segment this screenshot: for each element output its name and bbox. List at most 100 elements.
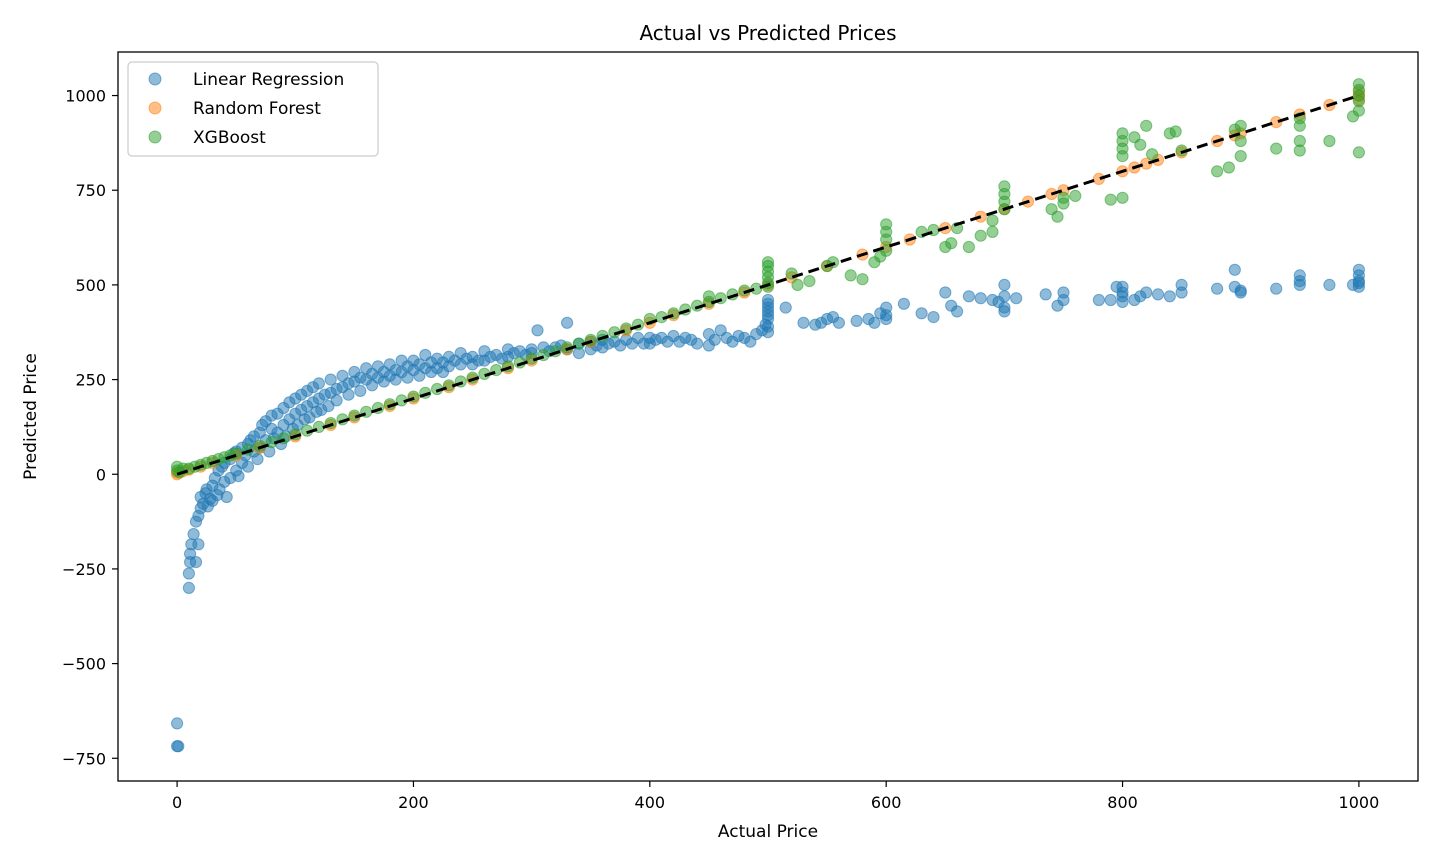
data-point <box>324 373 337 386</box>
data-point <box>915 307 928 320</box>
x-tick-label: 1000 <box>1339 793 1380 812</box>
x-axis: 0 200 400 600 800 1000 <box>172 781 1379 812</box>
data-point <box>1051 210 1064 223</box>
data-point <box>1352 146 1366 159</box>
data-point <box>779 301 792 314</box>
data-point <box>750 282 763 295</box>
y-tick-label: 0 <box>96 465 106 484</box>
data-point <box>880 301 893 314</box>
data-point <box>856 273 869 286</box>
legend-marker <box>148 101 162 115</box>
data-point <box>1140 119 1153 132</box>
y-tick-label: −750 <box>62 749 106 768</box>
legend: Linear Regression Random Forest XGBoost <box>127 61 379 157</box>
points-layer <box>171 78 1366 753</box>
data-point <box>945 237 958 250</box>
data-point <box>220 490 233 504</box>
data-point <box>761 293 775 307</box>
x-tick-label: 0 <box>172 793 182 812</box>
data-point <box>187 528 200 541</box>
data-point <box>182 581 195 595</box>
data-point <box>708 333 721 346</box>
data-point <box>998 305 1011 318</box>
data-point <box>312 377 325 390</box>
data-point <box>1270 282 1283 295</box>
data-point <box>251 453 264 466</box>
data-point <box>974 292 987 305</box>
data-point <box>691 337 704 350</box>
y-axis-label: Predicted Price <box>21 353 41 480</box>
data-point <box>1134 138 1147 151</box>
data-point <box>1228 263 1241 276</box>
data-point <box>844 269 857 282</box>
data-point <box>1270 142 1283 155</box>
y-axis: −750 −500 −250 0 250 500 750 1000 <box>62 87 118 768</box>
data-point <box>1057 191 1070 204</box>
data-point <box>1222 161 1236 174</box>
data-point <box>354 384 367 397</box>
data-point <box>241 460 255 473</box>
data-point <box>998 278 1011 291</box>
data-point <box>1140 157 1153 170</box>
data-point <box>1116 191 1129 204</box>
data-point <box>1140 286 1153 299</box>
data-point <box>1323 278 1336 291</box>
data-point <box>986 214 999 227</box>
x-tick-label: 600 <box>871 793 902 812</box>
plot-frame <box>117 51 1419 782</box>
y-tick-label: 1000 <box>65 87 106 106</box>
data-point <box>1169 125 1182 138</box>
x-tick-label: 200 <box>398 793 429 812</box>
data-point <box>330 394 343 407</box>
data-point <box>797 316 810 329</box>
legend-label: Random Forest <box>193 99 321 119</box>
data-point <box>986 225 999 238</box>
data-point <box>1234 150 1247 163</box>
y-tick-label: 750 <box>75 181 106 200</box>
data-point <box>803 275 816 288</box>
data-point <box>1116 280 1129 293</box>
x-axis-label: Actual Price <box>718 822 818 842</box>
data-point <box>1293 134 1306 148</box>
data-point <box>998 290 1011 303</box>
y-tick-label: 250 <box>75 371 106 390</box>
data-point <box>1092 293 1106 307</box>
data-point <box>880 218 893 231</box>
data-point <box>531 324 544 337</box>
data-point <box>939 286 952 299</box>
data-point <box>998 180 1011 193</box>
data-point <box>951 305 964 318</box>
data-point <box>189 556 203 569</box>
data-point <box>561 316 574 329</box>
legend-marker <box>148 130 162 144</box>
data-point <box>1175 278 1188 291</box>
data-point <box>192 538 205 551</box>
data-point <box>868 316 881 329</box>
data-point <box>1211 165 1224 178</box>
data-point <box>1010 292 1023 305</box>
data-point <box>1293 275 1306 288</box>
data-point <box>171 717 184 730</box>
data-point <box>342 388 355 401</box>
legend-marker <box>148 72 162 86</box>
reference-line <box>176 94 1360 476</box>
data-point <box>1116 295 1129 308</box>
data-point <box>182 567 195 580</box>
data-point <box>702 290 716 303</box>
data-point <box>761 256 775 269</box>
data-point <box>1104 193 1117 206</box>
data-point <box>232 470 245 483</box>
data-point <box>1270 116 1283 129</box>
data-point <box>1104 293 1117 307</box>
y-tick-label: −250 <box>62 560 106 579</box>
data-point <box>322 400 335 413</box>
data-point <box>1163 290 1176 303</box>
data-point <box>1234 119 1247 132</box>
data-point <box>962 290 976 303</box>
legend-label: Linear Regression <box>193 70 344 90</box>
chart-title: Actual vs Predicted Prices <box>639 21 896 45</box>
data-point <box>927 311 940 324</box>
data-point <box>1057 286 1070 299</box>
data-point <box>1234 286 1247 299</box>
